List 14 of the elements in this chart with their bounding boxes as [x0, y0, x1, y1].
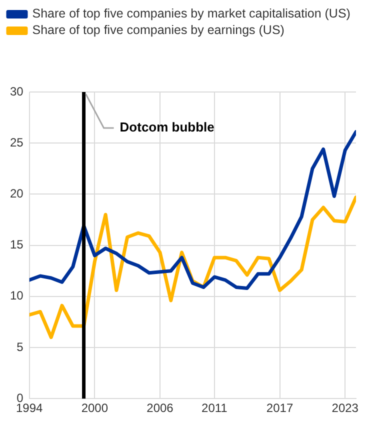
y-tick-label: 10: [10, 288, 24, 303]
x-tick-label: 2006: [146, 401, 174, 416]
legend-label: Share of top five companies by earnings (US): [32, 23, 284, 38]
y-tick-label: 15: [10, 238, 24, 252]
legend-label: Share of top five companies by market capitalisation (US): [32, 6, 350, 21]
y-tick-label: 25: [10, 135, 24, 150]
y-tick-label: 30: [10, 84, 24, 98]
x-tick-label: 2011: [202, 401, 228, 416]
x-tick-label: 2017: [266, 401, 294, 416]
x-tick-label: 2023: [332, 401, 359, 416]
ref-line-label: Dotcom bubble: [120, 120, 214, 135]
y-tick-label: 20: [10, 186, 24, 201]
x-tick-label: 2000: [81, 401, 108, 416]
y-tick-label: 5: [16, 340, 24, 354]
